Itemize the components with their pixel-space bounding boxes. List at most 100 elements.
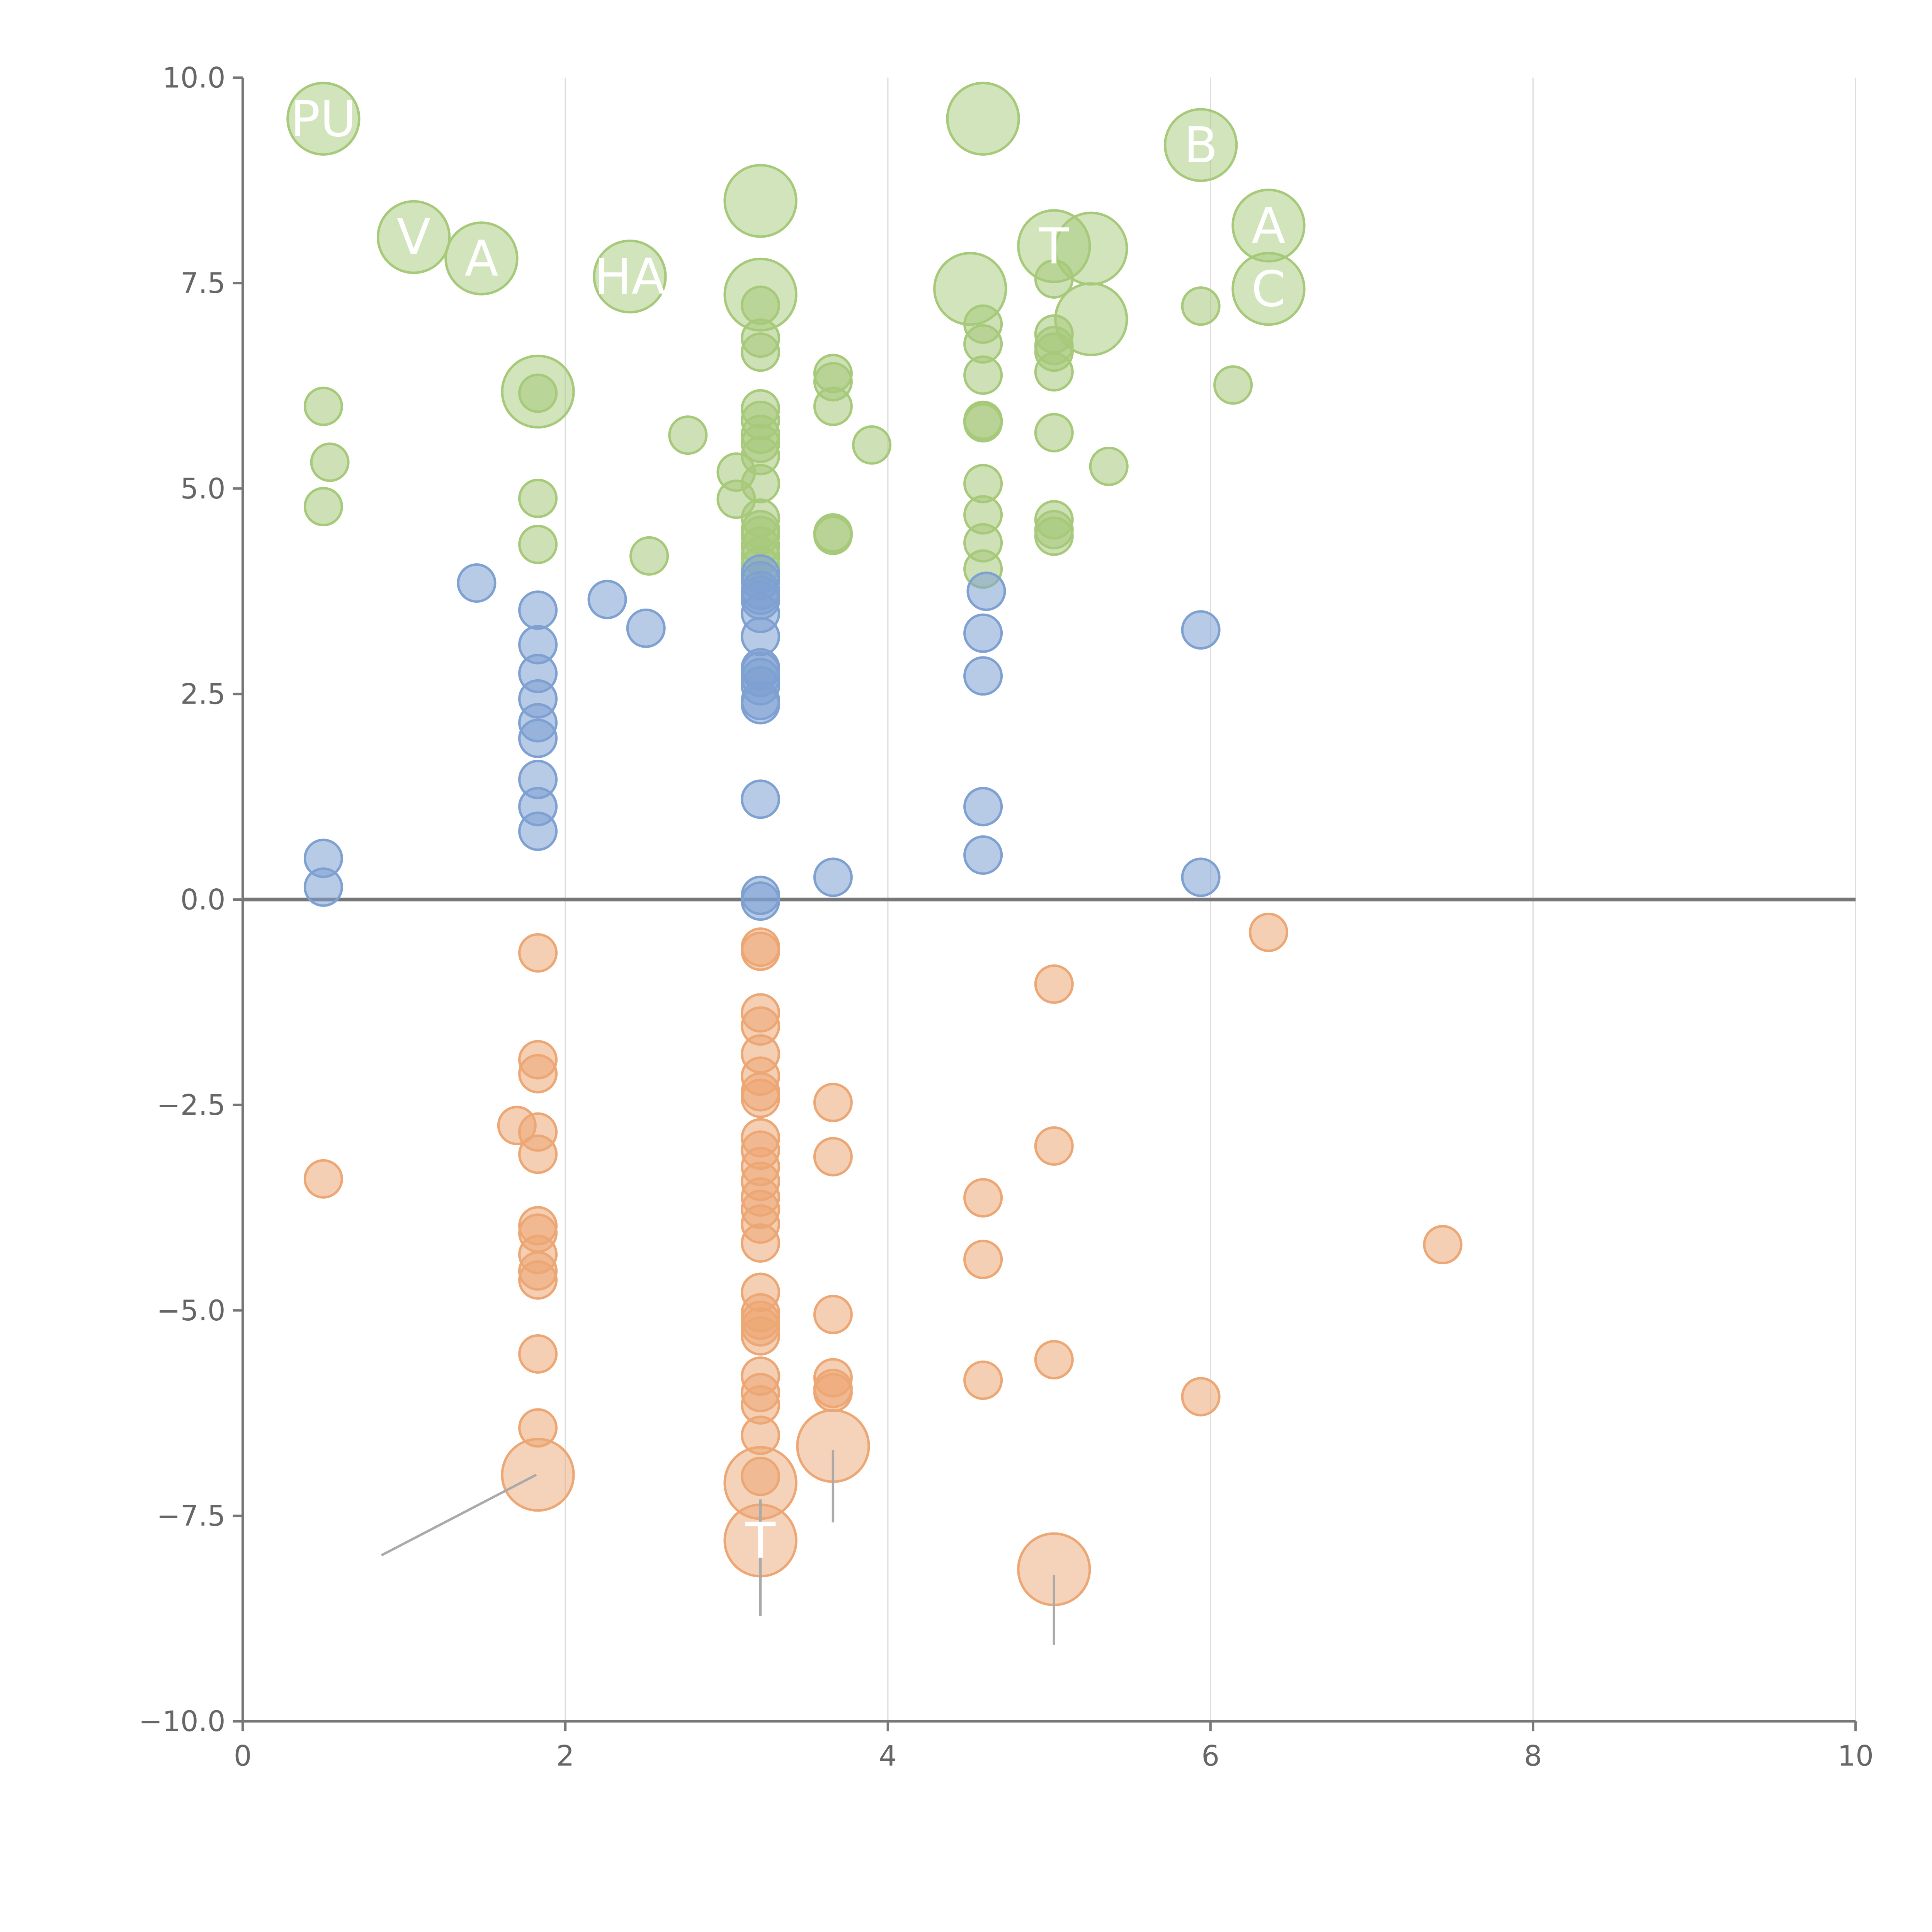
y-tick-label: −2.5 [156, 1089, 225, 1122]
data-point [741, 685, 781, 724]
data-point [741, 1223, 781, 1263]
point-label: A [1252, 197, 1285, 255]
data-point-large [1163, 108, 1238, 182]
data-point [303, 1159, 343, 1199]
data-point [963, 355, 1003, 395]
point-label: B [1184, 117, 1218, 174]
data-point-large [286, 82, 361, 156]
data-point-large [946, 82, 1020, 156]
data-point [741, 931, 781, 971]
data-point [741, 881, 781, 921]
data-point [1034, 964, 1074, 1004]
data-point [1248, 912, 1288, 952]
x-tick-label: 0 [234, 1740, 252, 1773]
data-point-large [444, 221, 519, 296]
data-point [518, 811, 558, 851]
data-point [963, 613, 1003, 653]
data-point [963, 403, 1003, 443]
data-point [963, 656, 1003, 696]
data-point [966, 571, 1006, 611]
data-point-large [723, 257, 798, 332]
y-tick-label: −7.5 [156, 1500, 225, 1533]
data-point [626, 608, 666, 648]
data-point [741, 332, 781, 372]
data-point-large [1231, 252, 1306, 326]
data-point [629, 536, 669, 576]
data-point [1034, 1340, 1074, 1379]
data-point [303, 487, 343, 527]
data-point [1423, 1225, 1463, 1265]
data-point [1034, 1126, 1074, 1166]
data-point [668, 415, 708, 455]
data-point [813, 1294, 853, 1334]
data-point [1181, 610, 1221, 650]
x-tick-label: 2 [556, 1740, 575, 1773]
point-label: HA [594, 248, 665, 306]
data-point [813, 1083, 853, 1122]
data-point [518, 933, 558, 973]
data-point [303, 867, 343, 907]
x-tick-label: 6 [1201, 1740, 1219, 1773]
data-point [813, 857, 853, 897]
data-point-large [501, 1437, 575, 1512]
data-point [963, 1361, 1003, 1400]
data-point [310, 442, 350, 482]
data-point [813, 1372, 853, 1412]
y-tick-label: −5.0 [156, 1294, 225, 1327]
data-points [286, 82, 1463, 1606]
data-point [813, 515, 853, 555]
data-point-large [1054, 282, 1128, 356]
data-point [741, 1078, 781, 1118]
point-label: T [745, 1512, 776, 1570]
axes: 0 2 4 6 8 10 −10.0 −7.5 −5.0 −2.5 0.0 2.5 5.0 7.5 10.0 [139, 61, 1874, 1772]
leader-line [381, 1473, 537, 1556]
data-point [303, 386, 343, 426]
point-label: A [464, 230, 498, 287]
data-point-large [376, 200, 451, 274]
leader-lines [381, 1450, 1055, 1645]
x-tick-label: 8 [1524, 1740, 1542, 1773]
data-point [963, 787, 1003, 827]
data-point [813, 386, 853, 426]
y-tick-label: 0.0 [180, 883, 226, 916]
data-point [518, 524, 558, 564]
point-label: T [1039, 218, 1070, 276]
data-point [963, 1240, 1003, 1279]
point-label: V [397, 209, 430, 266]
data-point [518, 1334, 558, 1374]
x-tick-label: 4 [879, 1740, 897, 1773]
data-point [1181, 857, 1221, 897]
data-point-large [593, 239, 667, 314]
data-point [457, 563, 497, 603]
data-point [741, 779, 781, 819]
data-point [518, 718, 558, 758]
point-label: C [1251, 261, 1286, 318]
data-point [1181, 1377, 1221, 1417]
y-tick-label: 7.5 [180, 267, 226, 300]
data-point [741, 1316, 781, 1356]
data-point [1034, 516, 1074, 556]
data-point [518, 1054, 558, 1094]
data-point [1089, 446, 1129, 486]
data-point [813, 1137, 853, 1177]
data-point [963, 1178, 1003, 1218]
y-tick-label: 5.0 [180, 473, 226, 505]
data-point [741, 464, 781, 503]
point-label: PU [291, 91, 356, 148]
data-point-large [501, 354, 575, 429]
data-point [587, 580, 627, 619]
data-point [1034, 352, 1074, 392]
data-point [518, 478, 558, 518]
data-point [1213, 365, 1253, 405]
data-point-large [723, 164, 798, 238]
data-point [963, 835, 1003, 875]
data-point [518, 590, 558, 630]
data-point-large [933, 252, 1007, 326]
data-point [1034, 413, 1074, 452]
y-tick-label: −10.0 [139, 1705, 226, 1738]
data-point [1181, 286, 1221, 326]
data-point [518, 1260, 558, 1300]
y-tick-label: 10.0 [162, 61, 225, 94]
